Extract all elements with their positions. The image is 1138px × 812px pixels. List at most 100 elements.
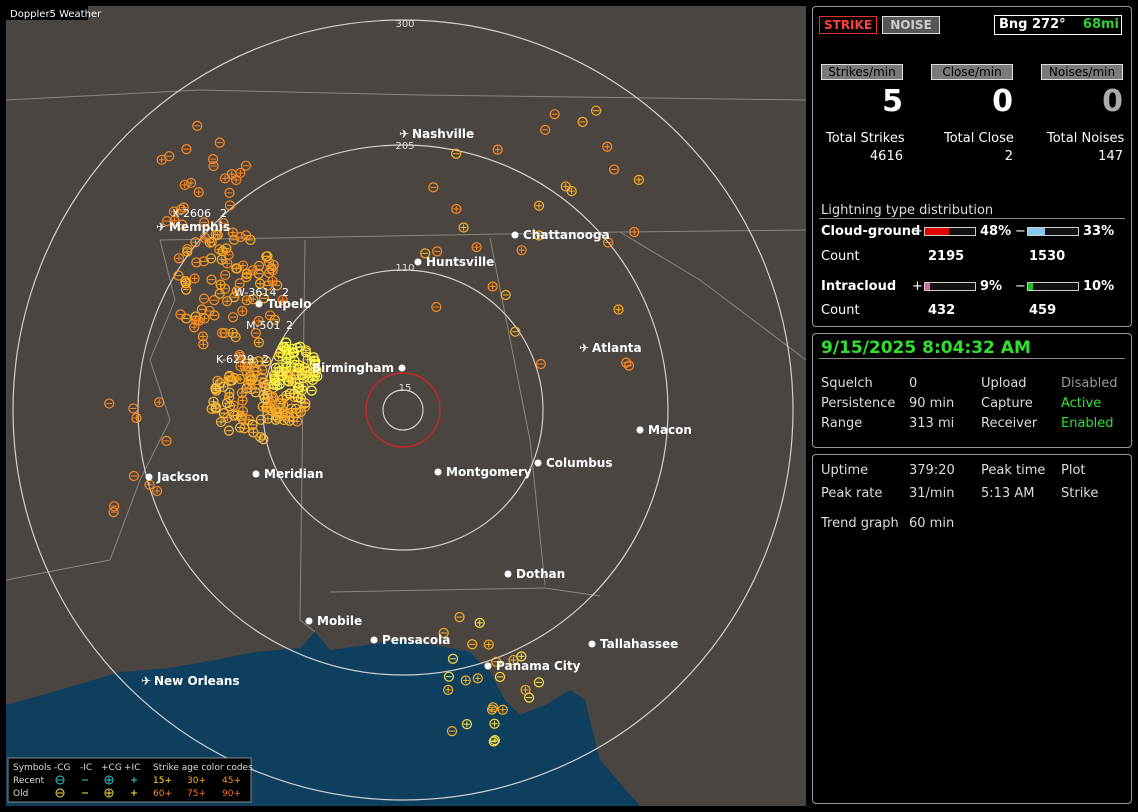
strike-marker bbox=[128, 470, 140, 482]
city-label: Tallahassee bbox=[600, 637, 678, 651]
strike-marker bbox=[218, 218, 229, 229]
strike-marker bbox=[446, 726, 458, 737]
storm-level: 2 bbox=[286, 319, 293, 332]
setting-label: Upload bbox=[981, 376, 1027, 391]
strike-marker bbox=[308, 352, 319, 363]
legend-text: 15+ bbox=[153, 776, 172, 786]
strike-marker bbox=[287, 343, 298, 354]
stat-label: Uptime bbox=[821, 463, 869, 478]
cities: ✈ Nashville✈ MemphisChattanoogaHuntsvilleT… bbox=[141, 127, 692, 688]
total-value: 147 bbox=[1098, 149, 1123, 164]
setting-label: Range bbox=[821, 416, 863, 431]
sign: − bbox=[1015, 224, 1026, 239]
total-value: 2 bbox=[1004, 149, 1013, 164]
strike-marker bbox=[223, 371, 234, 383]
strike-marker bbox=[474, 617, 485, 628]
divider bbox=[819, 218, 1125, 219]
city-label: Montgomery bbox=[446, 465, 532, 479]
strike-marker bbox=[483, 639, 494, 650]
strike-marker bbox=[237, 406, 249, 417]
strike-marker bbox=[250, 328, 261, 339]
legend-text: Symbols bbox=[13, 763, 52, 773]
strike-marker bbox=[255, 414, 266, 425]
strike-marker bbox=[283, 375, 294, 386]
strike-marker bbox=[229, 410, 240, 421]
legend-box bbox=[7, 757, 252, 803]
strike-marker bbox=[590, 105, 602, 116]
trend-window: 60 min bbox=[909, 516, 955, 531]
strike-marker bbox=[239, 423, 250, 434]
bearing: Bng 272° bbox=[999, 17, 1066, 32]
city-dot bbox=[588, 640, 596, 648]
strike-marker bbox=[198, 293, 210, 304]
strike-marker bbox=[533, 200, 545, 211]
setting-value: 313 mi bbox=[909, 416, 955, 431]
strike-marker bbox=[613, 304, 624, 315]
ring-label: 110 bbox=[395, 263, 414, 274]
stats-panel bbox=[812, 454, 1132, 804]
strike-marker bbox=[461, 719, 473, 730]
sign: + bbox=[912, 224, 923, 239]
legend-text: +CG bbox=[101, 763, 122, 773]
strike-marker bbox=[489, 735, 501, 746]
strike-marker bbox=[227, 327, 238, 339]
strike-marker bbox=[206, 403, 217, 414]
strike-marker bbox=[275, 370, 286, 381]
strike-button[interactable]: STRIKE bbox=[819, 16, 877, 34]
strike-marker bbox=[180, 278, 192, 289]
strike-marker bbox=[221, 398, 233, 409]
plot-mode[interactable]: Strike bbox=[1061, 486, 1099, 501]
noise-button[interactable]: NOISE bbox=[882, 16, 940, 34]
strike-marker bbox=[234, 349, 245, 361]
strike-marker bbox=[199, 217, 210, 228]
strike-marker bbox=[264, 310, 276, 321]
strike-marker bbox=[198, 256, 209, 267]
setting-label: Squelch bbox=[821, 376, 873, 391]
counter-value: 5 bbox=[882, 84, 903, 119]
strike-marker bbox=[494, 671, 506, 683]
strike-marker bbox=[428, 182, 439, 193]
strike-marker bbox=[108, 506, 119, 518]
strike-marker bbox=[281, 352, 292, 363]
strike-marker bbox=[240, 230, 252, 241]
strike-marker bbox=[247, 419, 258, 430]
count: 2195 bbox=[928, 249, 965, 264]
strike-marker bbox=[251, 366, 262, 377]
strike-marker bbox=[432, 246, 443, 257]
strike-marker bbox=[192, 120, 203, 131]
strike-marker bbox=[438, 627, 449, 639]
strike-marker bbox=[185, 177, 197, 189]
strike-marker bbox=[272, 407, 283, 418]
strike-marker bbox=[235, 373, 246, 385]
city-dot bbox=[252, 470, 260, 478]
strike-marker bbox=[443, 671, 455, 682]
city-label: Chattanooga bbox=[523, 228, 610, 242]
strike-marker bbox=[214, 288, 225, 299]
strike-marker bbox=[168, 206, 180, 217]
strike-marker bbox=[284, 415, 295, 426]
strike-marker bbox=[154, 397, 165, 408]
setting-value: 90 min bbox=[909, 396, 955, 411]
strike-marker bbox=[458, 222, 469, 233]
strike-marker bbox=[278, 414, 289, 426]
strike-marker bbox=[214, 137, 225, 148]
strike-marker bbox=[253, 315, 264, 327]
legend-text: 30+ bbox=[187, 776, 206, 786]
strike-marker bbox=[228, 400, 239, 411]
strike-marker bbox=[234, 278, 245, 289]
strike-marker bbox=[262, 280, 273, 291]
stat-label[interactable]: Plot bbox=[1061, 463, 1086, 478]
city-label: Jackson bbox=[156, 470, 209, 484]
strike-marker bbox=[278, 341, 289, 352]
strike-marker bbox=[109, 501, 120, 512]
strike-marker bbox=[487, 702, 499, 713]
strike-marker bbox=[257, 365, 268, 376]
setting-value: Active bbox=[1061, 396, 1102, 411]
strike-marker bbox=[248, 294, 259, 305]
city-label: Tupelo bbox=[267, 297, 312, 311]
setting-value: Disabled bbox=[1061, 376, 1118, 391]
counter-panel bbox=[812, 6, 1132, 327]
strike-marker bbox=[520, 684, 531, 696]
strike-marker bbox=[301, 366, 312, 377]
airport-icon: ✈ bbox=[579, 341, 589, 355]
